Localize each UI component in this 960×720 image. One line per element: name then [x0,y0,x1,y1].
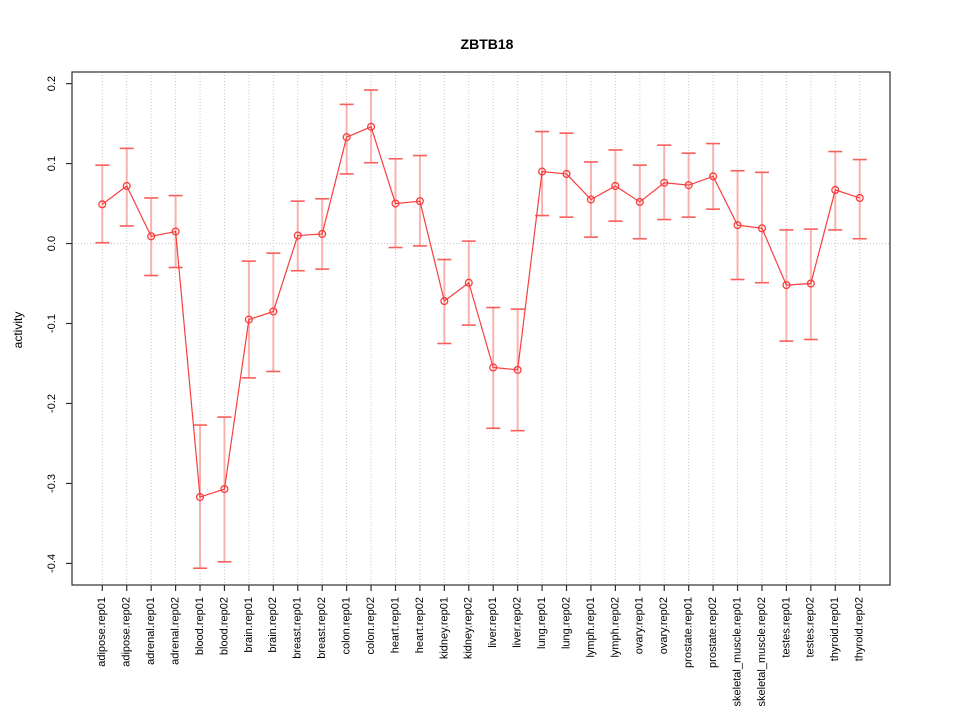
x-tick-label: adipose.rep02 [121,597,133,667]
x-tick-label: lymph.rep01 [585,597,597,658]
plot-border [71,71,891,586]
data-point [122,181,131,191]
x-tick-label: lung.rep02 [560,597,572,649]
data-point [806,279,815,288]
series-line [101,125,860,498]
x-tick-label: testes.rep02 [805,597,817,658]
x-tick-label: brain.rep01 [243,597,255,653]
x-tick-label: testes.rep01 [780,597,792,658]
error-bars [95,89,867,570]
x-tick-label: heart.rep02 [414,597,426,653]
x-tick-label: kidney.rep02 [463,597,475,659]
data-point [831,185,840,195]
x-tick-label: prostate.rep01 [683,597,695,668]
data-point [269,307,278,316]
x-tick-label: skeletal_muscle.rep01 [731,597,743,706]
x-tick-label: blood.rep01 [194,597,206,655]
x-tick-label: liver.rep02 [512,597,524,648]
data-points [98,122,864,502]
y-tick-label: 0.0 [46,236,58,251]
gridlines [72,72,890,585]
x-tick-label: lung.rep01 [536,597,548,649]
axis-ticks [66,82,861,591]
x-tick-label: skeletal_muscle.rep02 [756,597,768,706]
x-tick-label: brain.rep02 [267,597,279,653]
data-point [98,200,107,209]
data-point [391,199,400,208]
x-tick-label: heart.rep01 [389,597,401,653]
data-point [489,363,498,372]
data-point [464,278,473,287]
x-tick-label: adipose.rep01 [96,597,108,667]
data-point [440,297,449,306]
x-tick-label: colon.rep02 [365,597,377,655]
data-point [684,181,693,190]
data-point [611,181,620,191]
y-tick-label: -0.1 [46,314,58,333]
y-tick-label: 0.1 [46,156,58,171]
data-point [733,221,742,230]
plot-frame [71,71,891,586]
x-tick-label: adrenal.rep02 [170,597,182,665]
x-tick-label: ovary.rep01 [634,597,646,654]
x-tick-label: blood.rep02 [218,597,230,655]
data-point [318,229,327,238]
x-tick-label: thyroid.rep01 [829,597,841,661]
x-tick-labels: adipose.rep01 adipose.rep02 adrenal.rep01 a… [96,597,865,706]
data-point [293,231,302,240]
x-tick-label: liver.rep01 [487,597,499,648]
data-point [513,365,522,374]
data-point [660,178,669,187]
data-point [562,169,571,179]
x-tick-label: kidney.rep01 [438,597,450,659]
data-point [709,172,718,181]
data-point [782,281,791,290]
data-point [757,224,767,233]
y-axis-label: activity [11,312,25,349]
series-polyline [101,125,860,498]
x-tick-label: lymph.rep02 [609,597,621,658]
x-tick-label: ovary.rep02 [658,597,670,654]
data-point [635,197,644,206]
x-tick-label: prostate.rep02 [707,597,719,668]
x-tick-label: adrenal.rep01 [145,597,157,665]
y-tick-label: -0.4 [46,554,58,573]
data-point [415,197,424,206]
data-point [244,315,253,324]
y-tick-label: -0.3 [46,474,58,493]
x-tick-label: breast.rep02 [316,597,328,659]
data-point [147,232,156,241]
x-tick-label: thyroid.rep02 [854,597,866,661]
data-point [367,122,376,131]
chart-title: ZBTB18 [461,36,514,52]
y-tick-label: 0.2 [46,76,58,91]
data-point [171,227,180,236]
x-tick-label: breast.rep01 [292,597,304,659]
y-tick-labels: 0.2 0.1 0.0 -0.1 -0.2 -0.3 -0.4 [46,76,58,573]
data-point [195,492,205,502]
data-point [220,484,229,494]
data-point [855,193,864,203]
data-point [538,167,547,176]
data-point [586,195,595,204]
data-point [342,133,351,142]
x-tick-label: colon.rep01 [341,597,353,655]
y-tick-label: -0.2 [46,394,58,413]
